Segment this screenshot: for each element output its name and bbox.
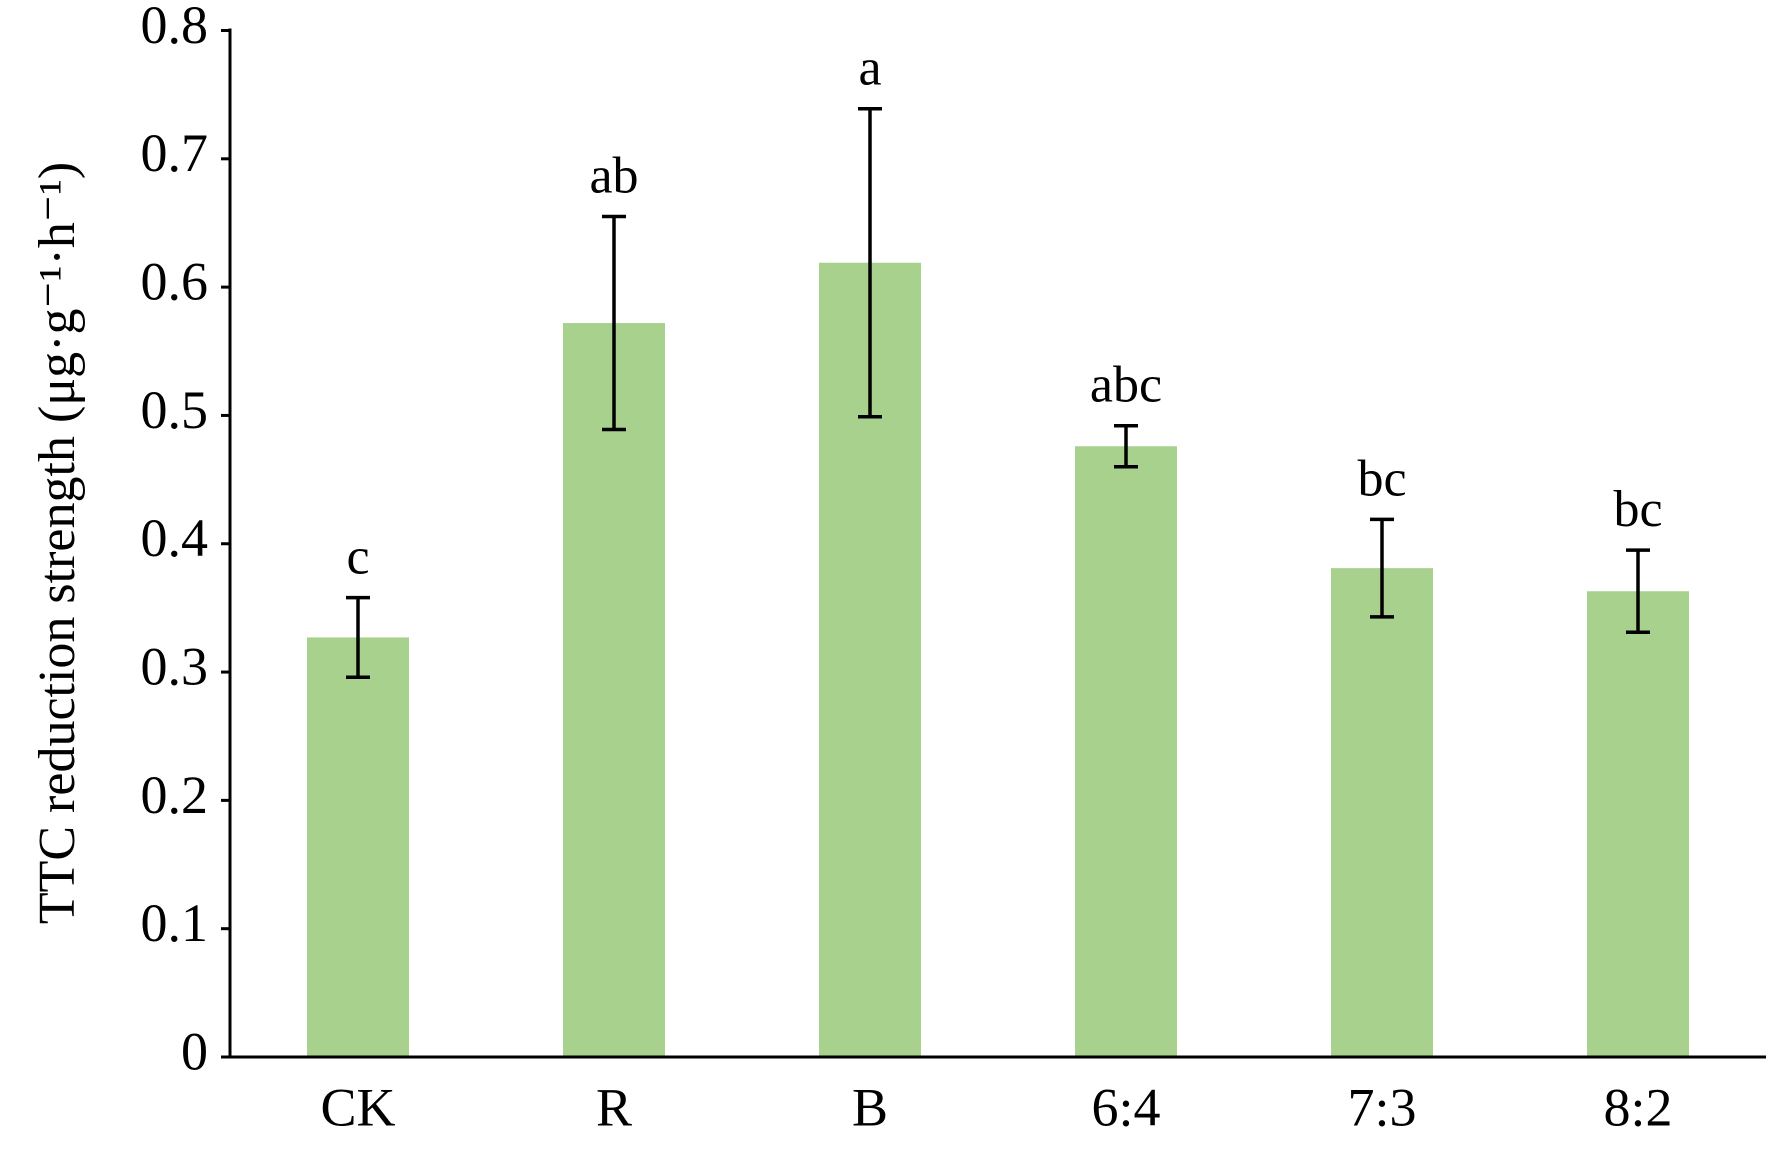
bar <box>1331 568 1433 1057</box>
y-tick-label: 0.6 <box>141 252 209 312</box>
error-bar <box>858 107 882 419</box>
y-tick-label: 0.4 <box>141 508 209 568</box>
y-tick-label: 0.2 <box>141 765 209 825</box>
bar <box>563 323 665 1057</box>
bar <box>1587 591 1689 1057</box>
bar <box>307 637 409 1057</box>
significance-label: abc <box>1090 357 1162 414</box>
significance-label: c <box>346 529 369 586</box>
significance-label: ab <box>589 147 638 204</box>
significance-label: bc <box>1357 450 1406 507</box>
error-bar <box>1114 423 1138 469</box>
x-tick-label: CK <box>320 1077 395 1137</box>
error-bar <box>602 214 626 432</box>
error-bar <box>1626 548 1650 635</box>
error-bar <box>346 595 370 679</box>
error-bar <box>1370 517 1394 619</box>
y-tick-label: 0.5 <box>141 380 209 440</box>
x-tick-label: 6:4 <box>1091 1077 1160 1137</box>
y-tick-label: 0.3 <box>141 636 209 696</box>
y-tick-label: 0.8 <box>141 0 209 55</box>
x-tick-label: 8:2 <box>1603 1077 1672 1137</box>
y-tick-label: 0.7 <box>141 123 209 183</box>
x-tick-label: B <box>852 1077 888 1137</box>
y-tick-label: 0 <box>181 1021 208 1081</box>
y-tick-label: 0.1 <box>141 893 209 953</box>
bar <box>1075 446 1177 1057</box>
x-tick-label: 7:3 <box>1347 1077 1416 1137</box>
x-tick-label: R <box>596 1077 632 1137</box>
significance-label: bc <box>1613 481 1662 538</box>
y-axis-label: TTC reduction strength (μg·g⁻¹·h⁻¹) <box>29 162 86 924</box>
significance-label: a <box>858 40 881 97</box>
